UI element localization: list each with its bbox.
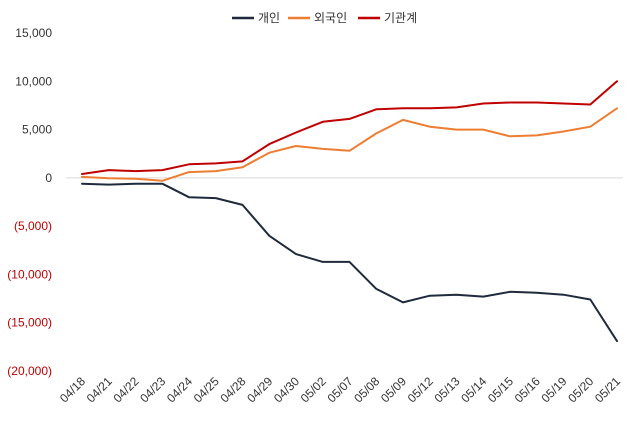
series-line-2 <box>81 107 618 182</box>
y-tick-label: (15,000) <box>7 316 52 330</box>
x-tick-label: 05/21 <box>592 374 623 405</box>
x-tick-label: 04/21 <box>84 374 115 405</box>
x-tick-label: 05/08 <box>351 374 382 405</box>
x-tick-label: 05/14 <box>458 374 489 405</box>
y-tick-label: (20,000) <box>7 364 52 378</box>
x-tick-label: 05/12 <box>405 374 436 405</box>
x-tick-label: 05/16 <box>512 374 543 405</box>
y-tick-label: (10,000) <box>7 267 52 281</box>
x-tick-label: 05/19 <box>538 374 569 405</box>
x-tick-label: 04/25 <box>191 374 222 405</box>
y-tick-label: 15,000 <box>15 26 52 40</box>
series-line-3 <box>81 80 618 175</box>
x-axis: 04/1804/2104/2204/2304/2404/2504/2804/29… <box>57 374 623 405</box>
x-tick-label: 04/28 <box>217 374 248 405</box>
x-tick-label: 04/23 <box>137 374 168 405</box>
x-tick-label: 04/18 <box>57 374 88 405</box>
x-tick-label: 05/13 <box>431 374 462 405</box>
y-tick-label: 10,000 <box>15 74 52 88</box>
x-tick-label: 05/15 <box>485 374 516 405</box>
x-tick-label: 04/22 <box>110 374 141 405</box>
legend: 개인 외국인 기관계 <box>232 11 417 25</box>
y-tick-label: (5,000) <box>14 219 52 233</box>
x-tick-label: 05/07 <box>324 374 355 405</box>
x-tick-label: 05/09 <box>378 374 409 405</box>
x-tick-label: 04/30 <box>271 374 302 405</box>
plot-area <box>66 80 623 343</box>
legend-label: 외국인 <box>314 11 347 25</box>
x-tick-label: 04/29 <box>244 374 275 405</box>
x-tick-label: 04/24 <box>164 374 195 405</box>
legend-label: 기관계 <box>384 11 417 25</box>
series-line-1 <box>81 182 618 343</box>
y-axis: 15,000 10,000 5,000 0 (5,000) (10,000) (15,000… <box>7 26 52 378</box>
x-tick-label: 05/20 <box>565 374 596 405</box>
legend-label: 개인 <box>258 11 280 25</box>
x-tick-label: 05/02 <box>298 374 329 405</box>
y-tick-label: 0 <box>45 171 52 185</box>
y-tick-label: 5,000 <box>22 123 52 137</box>
